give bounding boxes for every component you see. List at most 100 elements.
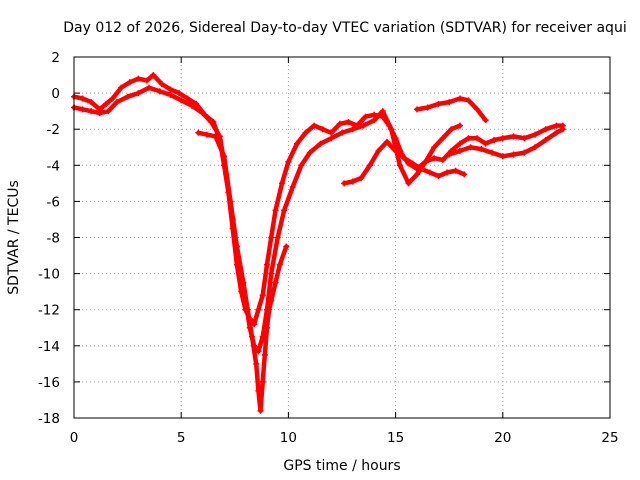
data-point (208, 118, 215, 125)
data-point (328, 129, 335, 136)
data-point (431, 144, 438, 151)
data-point (328, 135, 335, 142)
data-point (452, 167, 459, 174)
data-point (203, 131, 210, 138)
data-point (118, 84, 125, 91)
data-point (542, 126, 549, 133)
data-point (255, 306, 262, 313)
grid (74, 57, 610, 418)
data-point (559, 126, 566, 133)
data-point (435, 100, 442, 107)
data-point (283, 243, 290, 250)
data-point (259, 292, 266, 299)
data-point (474, 135, 481, 142)
data-point (422, 158, 429, 165)
data-point (274, 234, 281, 241)
data-point (178, 97, 185, 104)
data-point (499, 135, 506, 142)
data-point (278, 180, 285, 187)
data-point (311, 122, 318, 129)
data-point (261, 351, 268, 358)
data-point (371, 117, 378, 124)
series-6 (446, 126, 566, 160)
data-point (371, 111, 378, 118)
data-point (268, 297, 275, 304)
plot-series (71, 72, 566, 414)
data-point (244, 306, 251, 313)
data-point (263, 324, 270, 331)
data-point (482, 117, 489, 124)
data-point (531, 131, 538, 138)
series-line (71, 72, 566, 327)
data-point (375, 147, 382, 154)
y-tick-label: -2 (47, 122, 60, 138)
data-point (431, 155, 438, 162)
data-point (553, 129, 560, 136)
y-tick-label: 0 (51, 86, 60, 102)
data-point (388, 126, 395, 133)
y-tick-label: -18 (38, 411, 60, 427)
data-point (446, 151, 453, 158)
data-point (306, 149, 313, 156)
chart-title: Day 012 of 2026, Sidereal Day-to-day VTE… (63, 20, 626, 36)
data-point (444, 169, 451, 176)
data-point (478, 146, 485, 153)
x-tick-label: 0 (70, 430, 79, 446)
data-point (345, 118, 352, 125)
data-point (439, 135, 446, 142)
data-point (257, 407, 264, 414)
data-point (143, 77, 150, 84)
data-point (263, 261, 270, 268)
series-4 (341, 138, 468, 187)
data-point (221, 153, 228, 160)
x-tick-label: 15 (387, 430, 404, 446)
data-point (336, 120, 343, 127)
data-point (266, 306, 273, 313)
data-point (289, 183, 296, 190)
data-point (414, 106, 421, 113)
data-point (135, 75, 142, 82)
data-point (446, 99, 453, 106)
y-tick-label: -10 (38, 267, 60, 283)
data-point (317, 140, 324, 147)
y-tick-label: -16 (38, 375, 60, 391)
data-point (240, 279, 247, 286)
x-tick-label: 10 (280, 430, 297, 446)
data-point (491, 137, 498, 144)
y-tick-label: -4 (47, 158, 60, 174)
data-point (96, 109, 103, 116)
data-point (268, 234, 275, 241)
data-point (255, 387, 262, 394)
y-tick-label: -12 (38, 303, 60, 319)
data-point (366, 162, 373, 169)
data-point (465, 97, 472, 104)
data-point (268, 270, 275, 277)
x-tick-label: 20 (494, 430, 511, 446)
x-axis-label: GPS time / hours (283, 458, 400, 474)
data-point (156, 88, 163, 95)
data-point (424, 104, 431, 111)
data-point (105, 108, 112, 115)
data-point (248, 333, 255, 340)
y-tick-label: 2 (51, 50, 60, 66)
data-point (259, 378, 266, 385)
data-point (553, 122, 560, 129)
data-point (439, 156, 446, 163)
data-point (341, 180, 348, 187)
series-3 (195, 129, 290, 414)
data-point (88, 108, 95, 115)
y-tick-label: -6 (47, 194, 60, 210)
data-point (426, 169, 433, 176)
data-point (510, 133, 517, 140)
data-point (360, 122, 367, 129)
data-point (150, 72, 157, 79)
data-point (302, 129, 309, 136)
data-point (358, 174, 365, 181)
data-point (184, 95, 191, 102)
data-point (349, 178, 356, 185)
data-point (392, 147, 399, 154)
y-tick-label: -8 (47, 231, 60, 247)
data-point (233, 243, 240, 250)
